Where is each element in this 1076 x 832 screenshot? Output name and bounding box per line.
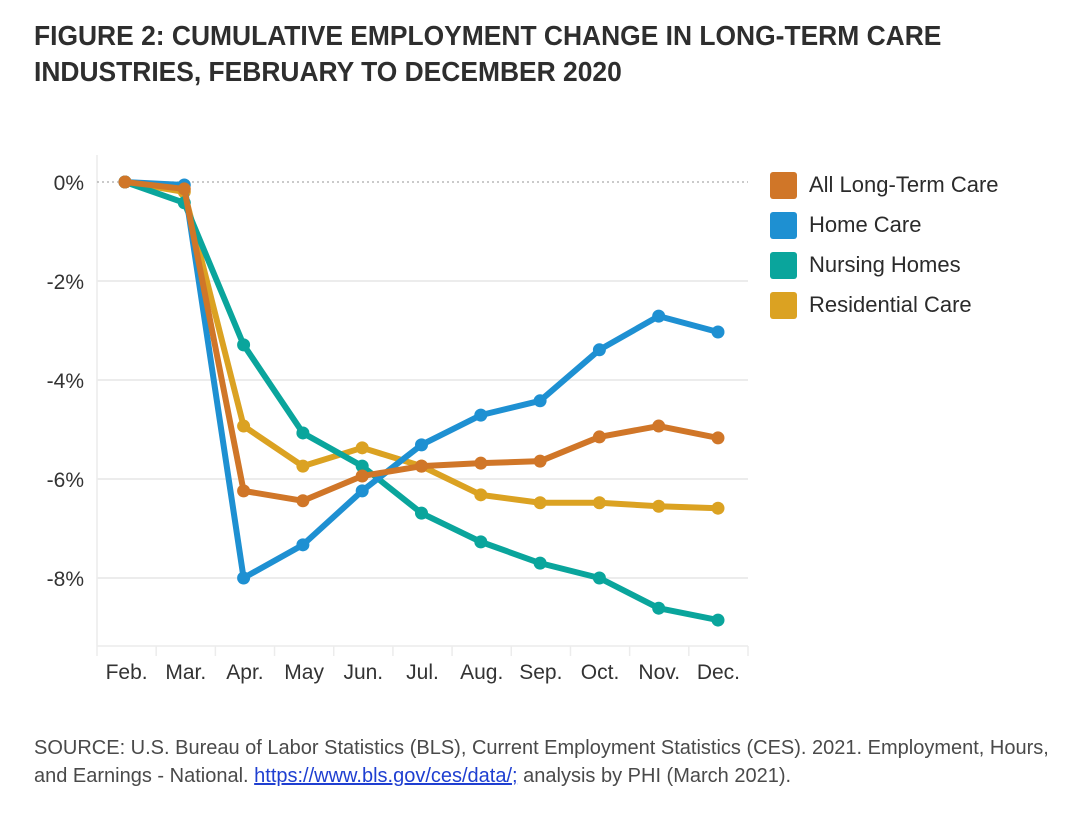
- data-point-all-long-term-care: [177, 182, 191, 196]
- data-point-nursing-homes: [296, 426, 310, 440]
- y-tick-label: 0%: [54, 172, 84, 195]
- legend-swatch: [770, 251, 797, 279]
- data-point-home-care: [237, 571, 251, 585]
- legend-item-home-care: Home Care: [770, 205, 999, 245]
- data-point-residential-care: [474, 488, 488, 502]
- data-point-home-care: [592, 343, 606, 357]
- data-point-all-long-term-care: [296, 494, 310, 508]
- legend-label: Home Care: [809, 212, 922, 237]
- legend-label: Residential Care: [809, 292, 972, 317]
- series-nursing-homes: [118, 175, 725, 627]
- data-point-residential-care: [652, 499, 666, 513]
- data-point-all-long-term-care: [592, 430, 606, 444]
- data-point-all-long-term-care: [415, 459, 428, 473]
- x-tick-label: Jul.: [406, 661, 439, 684]
- data-point-home-care: [355, 484, 369, 498]
- x-tick-label: Oct.: [581, 661, 620, 684]
- x-tick-label: Aug.: [460, 661, 503, 684]
- x-axis: Feb. Mar. Apr. May Jun. Jul. Aug. Sep. Oct. Nov. D…: [96, 646, 749, 684]
- x-tick-label: Dec.: [697, 661, 740, 684]
- source-text: SOURCE: U.S. Bureau of Labor Statistics …: [34, 737, 1049, 787]
- chart-title-line-2: INDUSTRIES, FEBRUARY TO DECEMBER 2020: [34, 56, 622, 87]
- data-point-home-care: [652, 309, 666, 323]
- data-point-nursing-homes: [592, 571, 606, 585]
- data-point-home-care: [533, 394, 547, 408]
- legend: All Long-Term Care Home Care Nursing Homes…: [770, 165, 999, 325]
- data-point-nursing-homes: [474, 535, 488, 549]
- data-point-nursing-homes: [415, 506, 428, 520]
- legend-label: All Long-Term Care: [809, 172, 999, 197]
- data-point-all-long-term-care: [711, 431, 725, 445]
- data-point-all-long-term-care: [118, 175, 132, 189]
- data-point-nursing-homes: [711, 613, 725, 627]
- y-tick-label: -2%: [47, 271, 84, 294]
- x-tick-label: Nov.: [638, 661, 680, 684]
- x-tick-label: Feb.: [106, 661, 148, 684]
- data-point-all-long-term-care: [652, 419, 666, 433]
- source-link[interactable]: https://www.bls.gov/ces/data/;: [254, 765, 518, 787]
- data-point-nursing-homes: [652, 601, 666, 615]
- data-point-all-long-term-care: [355, 469, 369, 483]
- chart-title: FIGURE 2: CUMULATIVE EMPLOYMENT CHANGE I…: [34, 18, 1023, 90]
- data-point-residential-care: [296, 459, 310, 473]
- data-point-home-care: [296, 538, 310, 552]
- x-tick-label: Jun.: [343, 661, 383, 684]
- y-axis: 0% -2% -4% -6% -8%: [47, 172, 84, 591]
- chart-title-line-1: FIGURE 2: CUMULATIVE EMPLOYMENT CHANGE I…: [34, 20, 942, 51]
- data-point-nursing-homes: [237, 338, 251, 352]
- x-tick-label: May: [284, 661, 324, 684]
- y-tick-label: -4%: [47, 370, 84, 393]
- source-suffix: analysis by PHI (March 2021).: [517, 765, 792, 787]
- data-point-home-care: [474, 408, 488, 422]
- x-tick-label: Mar.: [165, 661, 206, 684]
- series-line-all-long-term-care: [122, 179, 721, 504]
- series-group: [118, 175, 725, 627]
- data-point-residential-care: [711, 501, 725, 515]
- legend-item-residential-care: Residential Care: [770, 285, 999, 325]
- legend-item-all-long-term-care: All Long-Term Care: [770, 165, 999, 205]
- data-point-all-long-term-care: [474, 456, 488, 470]
- data-point-nursing-homes: [533, 556, 547, 570]
- data-point-residential-care: [355, 441, 369, 455]
- data-point-all-long-term-care: [533, 454, 547, 468]
- data-point-residential-care: [533, 496, 547, 510]
- source-note: SOURCE: U.S. Bureau of Labor Statistics …: [34, 734, 1054, 790]
- legend-swatch: [770, 211, 797, 239]
- data-point-home-care: [711, 325, 725, 339]
- data-point-residential-care: [237, 419, 251, 433]
- data-point-residential-care: [592, 496, 606, 510]
- legend-swatch: [770, 171, 797, 199]
- data-point-home-care: [415, 438, 428, 452]
- x-tick-label: Apr.: [226, 661, 263, 684]
- y-tick-label: -6%: [47, 469, 84, 492]
- legend-swatch: [770, 291, 797, 319]
- legend-label: Nursing Homes: [809, 252, 961, 277]
- data-point-all-long-term-care: [237, 484, 251, 498]
- series-all-long-term-care: [118, 175, 725, 508]
- x-tick-label: Sep.: [519, 661, 562, 684]
- line-chart: 0% -2% -4% -6% -8% Feb. Mar. Apr. May Jun. Jul. Au…: [47, 155, 749, 684]
- legend-item-nursing-homes: Nursing Homes: [770, 245, 999, 285]
- data-point-nursing-homes: [355, 459, 369, 473]
- y-tick-label: -8%: [47, 568, 84, 591]
